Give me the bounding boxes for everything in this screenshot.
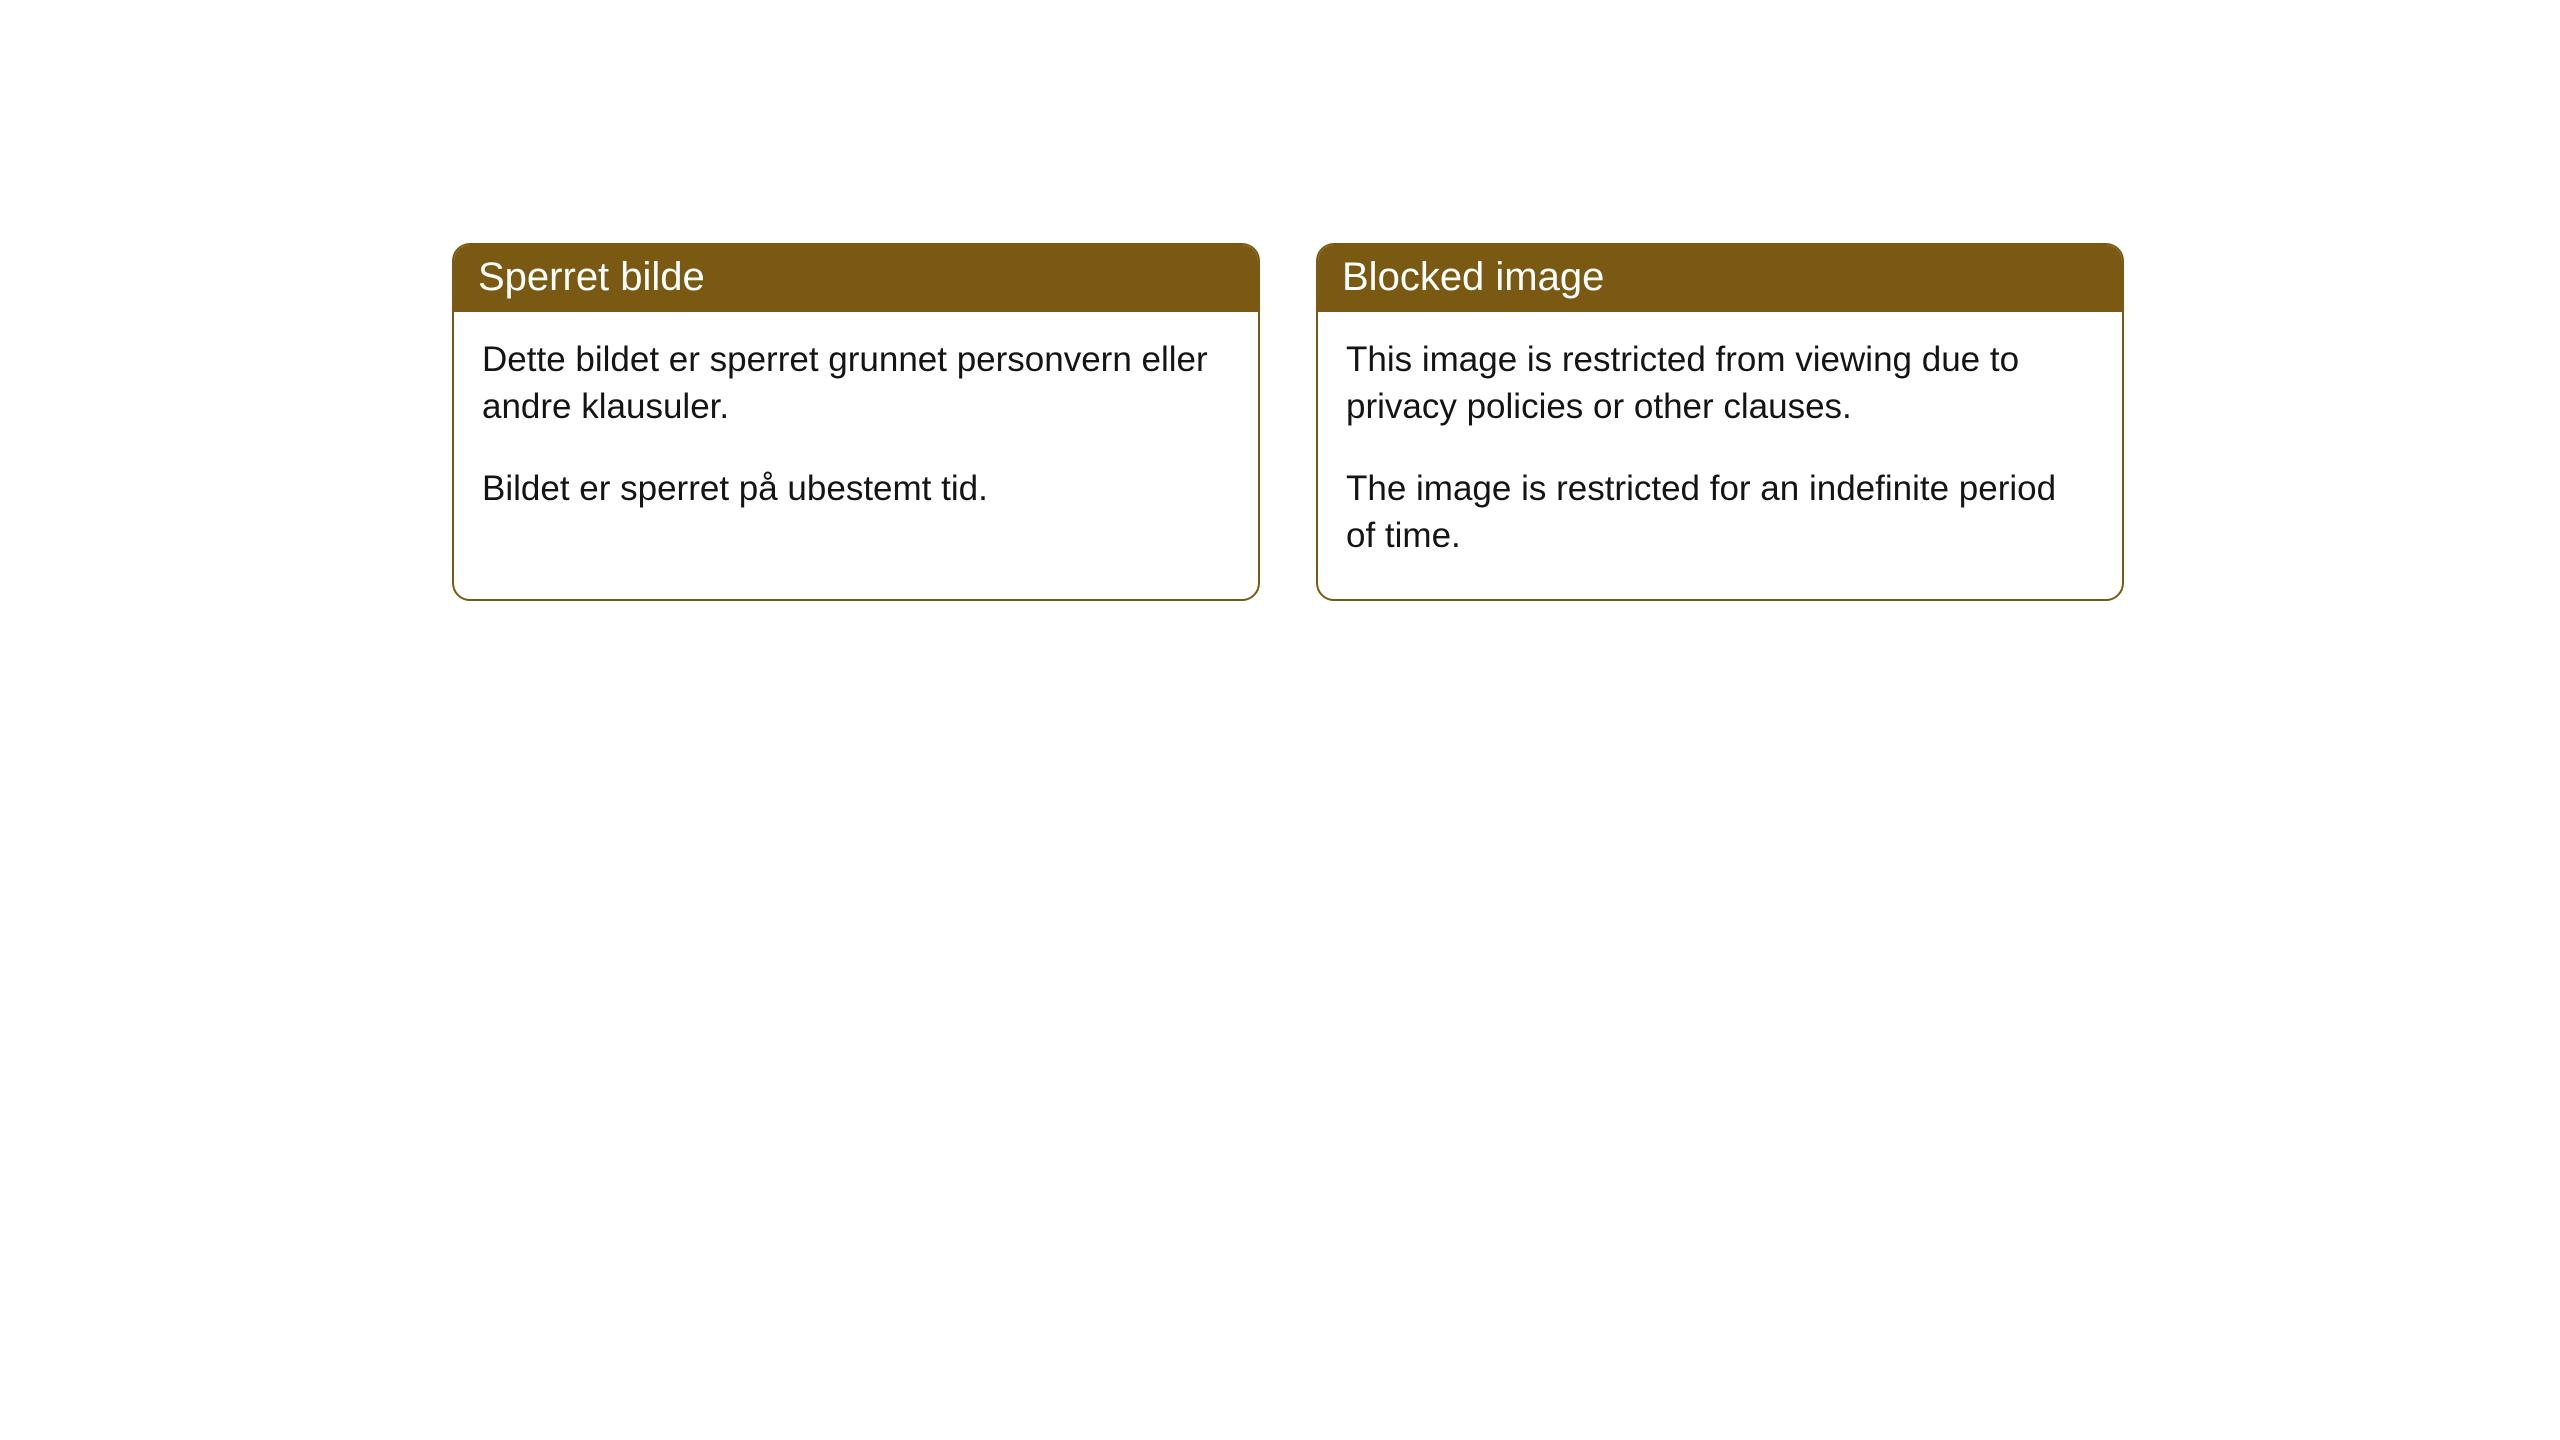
notice-cards-container: Sperret bilde Dette bildet er sperret gr… — [452, 243, 2124, 601]
card-body: Dette bildet er sperret grunnet personve… — [454, 312, 1258, 552]
notice-card-norwegian: Sperret bilde Dette bildet er sperret gr… — [452, 243, 1260, 601]
card-header: Sperret bilde — [454, 245, 1258, 312]
card-header: Blocked image — [1318, 245, 2122, 312]
card-title: Sperret bilde — [478, 255, 705, 299]
notice-card-english: Blocked image This image is restricted f… — [1316, 243, 2124, 601]
card-paragraph: Dette bildet er sperret grunnet personve… — [482, 336, 1230, 431]
card-paragraph: This image is restricted from viewing du… — [1346, 336, 2094, 431]
card-paragraph: The image is restricted for an indefinit… — [1346, 465, 2094, 560]
card-paragraph: Bildet er sperret på ubestemt tid. — [482, 465, 1230, 512]
card-body: This image is restricted from viewing du… — [1318, 312, 2122, 599]
card-title: Blocked image — [1342, 255, 1604, 299]
